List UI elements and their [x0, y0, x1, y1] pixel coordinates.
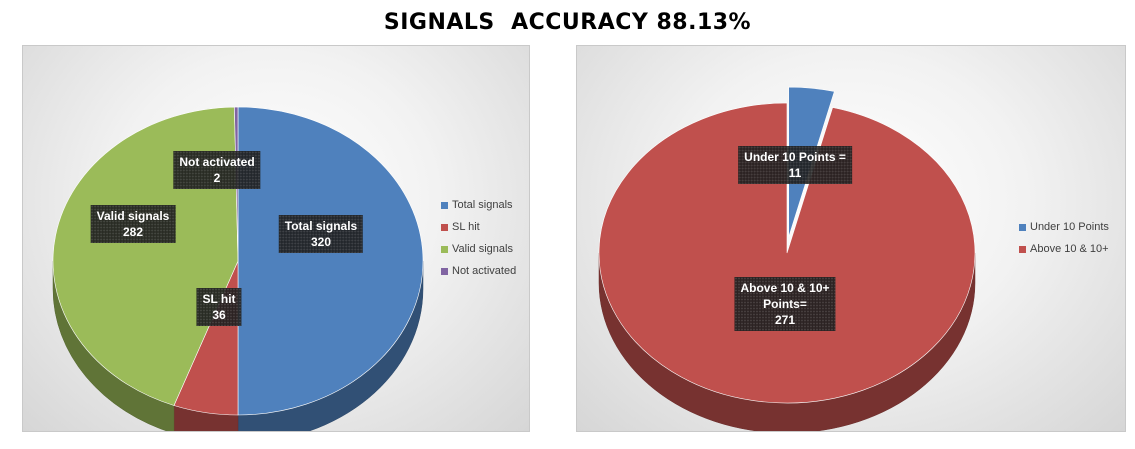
chart-panel-right: Under 10 Points Above 10 & 10+ Under 10 P… — [576, 45, 1126, 432]
legend-right: Under 10 Points Above 10 & 10+ — [1019, 216, 1109, 260]
legend-swatch — [441, 267, 448, 275]
data-label-line: Under 10 Points = — [744, 150, 846, 164]
legend-label: Valid signals — [452, 243, 513, 255]
data-label-above-10-points: Above 10 & 10+ Points= 271 — [734, 277, 836, 331]
data-label-line: 282 — [122, 225, 144, 239]
legend-item: Not activated — [441, 260, 516, 282]
slice-above-10-points — [598, 102, 976, 404]
legend-label: Above 10 & 10+ — [1030, 243, 1109, 255]
legend-item: SL hit — [441, 216, 516, 238]
data-label-line: 271 — [774, 313, 796, 327]
data-label-line: Total signals — [284, 219, 358, 233]
legend-swatch — [441, 223, 448, 231]
chart-panel-left: Total signals SL hit Valid signals Not acti… — [22, 45, 530, 432]
data-label-line: 11 — [788, 166, 802, 180]
legend-label: Total signals — [452, 199, 513, 211]
data-label-sl-hit: SL hit 36 — [196, 288, 242, 326]
data-label-line: Valid signals — [96, 209, 170, 223]
data-label-line: 320 — [310, 235, 332, 249]
legend-item: Under 10 Points — [1019, 216, 1109, 238]
data-label-line: Points= — [763, 297, 807, 311]
legend-swatch — [441, 245, 448, 253]
data-label-line: SL hit — [202, 292, 236, 306]
data-label-line: 2 — [213, 171, 221, 185]
data-label-valid-signals: Valid signals 282 — [90, 205, 176, 243]
legend-label: Under 10 Points — [1030, 221, 1109, 233]
page-title: SIGNALS ACCURACY 88.13% — [383, 10, 752, 35]
data-label-line: Not activated — [179, 155, 255, 169]
legend-swatch — [1019, 223, 1026, 231]
slice-total-signals — [237, 106, 424, 416]
data-label-under-10-points: Under 10 Points = 11 — [738, 146, 852, 184]
data-label-line: Above 10 & 10+ — [740, 281, 830, 295]
data-label-line: 36 — [212, 308, 226, 322]
legend-left: Total signals SL hit Valid signals Not acti… — [441, 194, 516, 282]
legend-swatch — [441, 201, 448, 209]
legend-swatch — [1019, 245, 1026, 253]
legend-item: Valid signals — [441, 238, 516, 260]
legend-item: Total signals — [441, 194, 516, 216]
legend-label: Not activated — [452, 265, 517, 277]
legend-item: Above 10 & 10+ — [1019, 238, 1109, 260]
legend-label: SL hit — [452, 221, 480, 233]
data-label-not-activated: Not activated 2 — [173, 151, 261, 189]
data-label-total-signals: Total signals 320 — [278, 215, 364, 253]
